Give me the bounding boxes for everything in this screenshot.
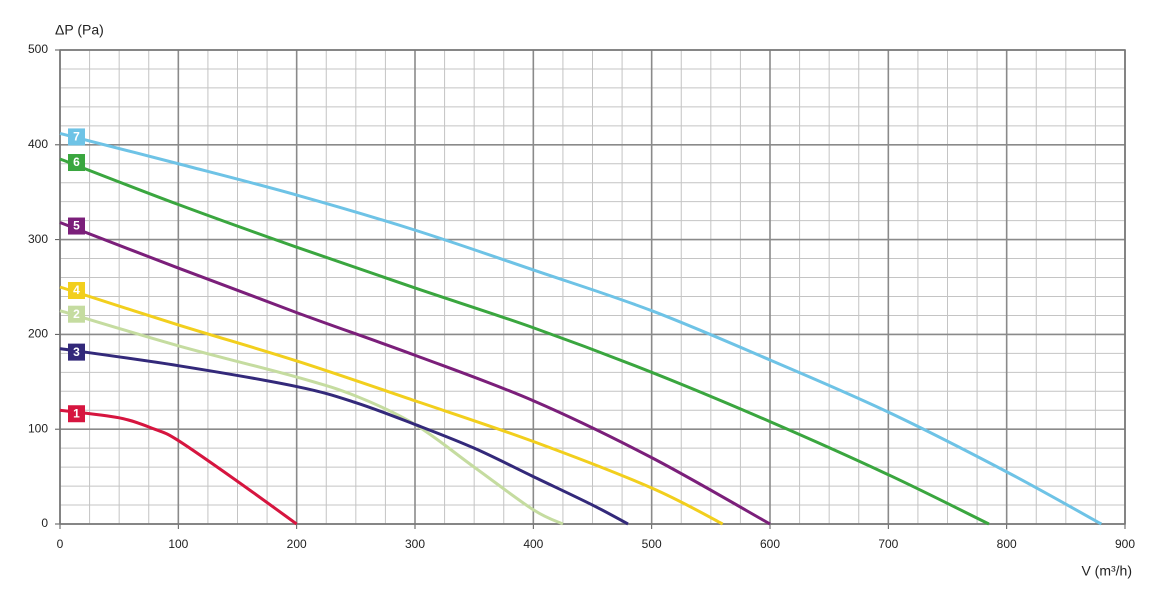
series-label: 5 [68, 217, 85, 235]
legend-label: 6 [73, 155, 80, 169]
series-line [59, 347, 629, 526]
series-line [59, 408, 298, 526]
legend-label: 4 [73, 283, 80, 297]
x-tick-label: 900 [1115, 537, 1135, 551]
y-tick-label: 500 [28, 42, 48, 56]
series-label: 4 [68, 282, 85, 299]
label-box [68, 217, 85, 235]
y-tick-label: 300 [28, 232, 48, 246]
label-box [68, 405, 85, 423]
label-box [68, 128, 85, 146]
label-box [68, 282, 85, 299]
x-tick-label: 700 [878, 537, 898, 551]
x-tick-label: 400 [523, 537, 543, 551]
series-label: 7 [68, 128, 85, 146]
series-line [59, 309, 564, 526]
series-line [59, 157, 990, 526]
legend-label: 3 [73, 345, 80, 359]
x-tick-label: 600 [760, 537, 780, 551]
legend-label: 5 [73, 219, 80, 233]
label-box [68, 343, 85, 361]
series-label: 2 [68, 305, 85, 323]
y-tick-label: 0 [41, 516, 48, 530]
y-tick-label: 400 [28, 137, 48, 151]
x-tick-label: 100 [168, 537, 188, 551]
label-box [68, 305, 85, 323]
legend-label: 1 [73, 406, 80, 420]
series-line [59, 131, 1103, 526]
x-tick-label: 800 [997, 537, 1017, 551]
y-axis-label: ΔP (Pa) [55, 22, 104, 38]
legend-label: 2 [73, 307, 80, 321]
x-tick-label: 200 [287, 537, 307, 551]
x-tick-label: 300 [405, 537, 425, 551]
y-tick-label: 100 [28, 421, 48, 435]
series-label: 6 [68, 154, 85, 172]
series-label: 1 [68, 405, 85, 423]
series-label: 3 [68, 343, 85, 361]
y-tick-label: 200 [28, 327, 48, 341]
series-line [59, 285, 724, 526]
x-tick-label: 0 [57, 537, 64, 551]
legend-label: 7 [73, 130, 80, 144]
label-box [68, 154, 85, 172]
x-axis-label: V (m³/h) [1081, 563, 1132, 579]
series-line [59, 221, 771, 526]
x-tick-label: 500 [642, 537, 662, 551]
